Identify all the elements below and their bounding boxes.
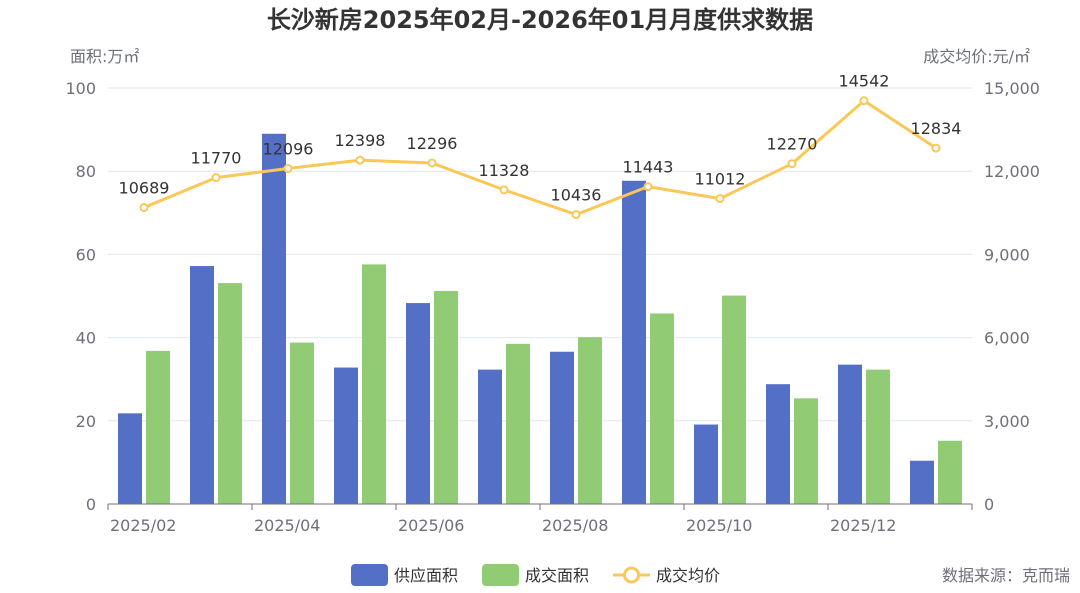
x-axis: 2025/02 2025/04 2025/06 2025/08 2025/10 2025/… (107, 503, 973, 535)
price-point (643, 182, 653, 192)
supply-bar (838, 364, 862, 504)
legend-label-transaction: 成交面积 (525, 566, 589, 585)
right-y-tick-label: 0 (984, 495, 994, 514)
transaction-bar (650, 313, 674, 504)
price-data-label: 11770 (191, 149, 242, 168)
legend: 供应面积 成交面积 成交均价 (351, 564, 720, 586)
legend-label-supply: 供应面积 (394, 566, 458, 585)
price-data-label: 10689 (119, 179, 170, 198)
transaction-bar (434, 291, 458, 504)
supply-bar (694, 424, 718, 504)
supply-bar (766, 384, 790, 504)
legend-swatch-supply (351, 564, 388, 586)
supply-bar (334, 367, 358, 504)
price-data-label: 12270 (767, 135, 818, 154)
x-tick-label: 2025/06 (398, 516, 464, 535)
price-point (499, 185, 509, 195)
legend-label-price: 成交均价 (656, 566, 720, 585)
right-y-axis: 0 3,000 6,000 9,000 12,000 15,000 (984, 79, 1040, 514)
price-data-label: 12296 (407, 134, 458, 153)
x-tick-label: 2025/04 (254, 516, 320, 535)
transaction-bar (794, 398, 818, 504)
transaction-bar (218, 283, 242, 504)
left-y-axis: 0 20 40 60 80 100 (65, 79, 96, 514)
right-y-tick-label: 9,000 (984, 245, 1030, 264)
price-point (427, 158, 437, 168)
transaction-bar (290, 342, 314, 504)
right-axis-name: 成交均价:元/㎡ (923, 47, 1030, 66)
price-point (931, 143, 941, 153)
legend-item-transaction[interactable]: 成交面积 (482, 564, 589, 586)
price-point (571, 210, 581, 220)
supply-bar (262, 133, 286, 504)
x-tick-label: 2025/02 (110, 516, 176, 535)
transaction-bar (722, 295, 746, 504)
price-data-labels: 10689 11770 12096 12398 12296 11328 10436 11443… (119, 72, 962, 205)
data-source: 数据来源：克而瑞 (942, 566, 1070, 585)
left-y-tick-label: 60 (76, 245, 96, 264)
price-data-label: 10436 (551, 186, 602, 205)
transaction-bar (506, 343, 530, 504)
legend-marker-price (623, 566, 640, 584)
right-y-tick-label: 15,000 (984, 79, 1040, 98)
price-line-series (139, 96, 941, 220)
price-data-label: 12096 (263, 140, 314, 159)
transaction-bar (578, 337, 602, 504)
right-y-tick-label: 3,000 (984, 412, 1030, 431)
legend-item-supply[interactable]: 供应面积 (351, 564, 458, 586)
left-y-tick-label: 40 (76, 329, 96, 348)
price-data-label: 11328 (479, 161, 530, 180)
x-tick-label: 2025/12 (830, 516, 896, 535)
transaction-bar (362, 264, 386, 504)
legend-item-price[interactable]: 成交均价 (613, 566, 720, 585)
price-point (787, 159, 797, 169)
left-y-tick-label: 0 (86, 495, 96, 514)
transaction-bar (938, 440, 962, 504)
price-data-label: 11012 (695, 170, 746, 189)
transaction-bar (146, 350, 170, 504)
right-y-tick-label: 6,000 (984, 329, 1030, 348)
supply-bar (406, 303, 430, 504)
price-point (211, 173, 221, 183)
supply-bar (118, 413, 142, 504)
price-point (355, 155, 365, 165)
chart-title: 长沙新房2025年02月-2026年01月月度供求数据 (267, 6, 813, 34)
price-data-label: 12398 (335, 131, 386, 150)
price-data-label: 11443 (623, 158, 674, 177)
x-tick-label: 2025/08 (542, 516, 608, 535)
supply-bar (190, 266, 214, 504)
left-y-tick-label: 20 (76, 412, 96, 431)
supply-bar (550, 351, 574, 504)
price-line (143, 99, 937, 217)
bar-series (118, 133, 962, 504)
left-y-tick-label: 80 (76, 162, 96, 181)
price-point (859, 96, 869, 106)
left-y-tick-label: 100 (65, 79, 96, 98)
right-y-tick-label: 12,000 (984, 162, 1040, 181)
x-tick-label: 2025/10 (686, 516, 752, 535)
price-point (283, 164, 293, 174)
transaction-bar (866, 369, 890, 504)
price-point (715, 194, 725, 204)
legend-swatch-transaction (482, 564, 519, 586)
grid-lines (108, 87, 972, 422)
price-data-label: 12834 (911, 119, 962, 138)
price-point (139, 203, 149, 213)
supply-bar (622, 180, 646, 504)
supply-bar (478, 369, 502, 504)
left-axis-name: 面积:万㎡ (70, 47, 139, 66)
supply-bar (910, 460, 934, 504)
price-data-label: 14542 (839, 72, 890, 91)
